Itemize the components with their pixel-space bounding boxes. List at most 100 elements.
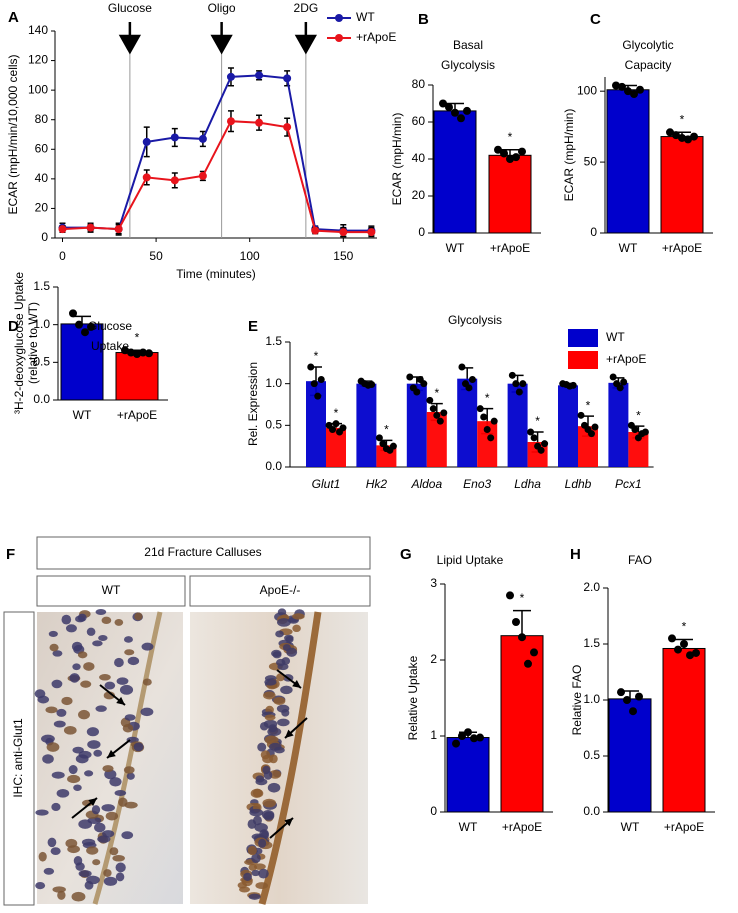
bar <box>326 427 346 467</box>
y-tick-label: 50 <box>584 154 598 168</box>
y-tick-label: 0.0 <box>583 804 600 818</box>
legend-swatch <box>568 329 598 347</box>
series-line <box>62 74 372 232</box>
y-tick-label: 20 <box>35 201 49 215</box>
data-point <box>674 645 682 654</box>
data-point <box>641 428 649 436</box>
cell <box>277 718 290 727</box>
cell <box>112 854 125 862</box>
data-point <box>440 409 448 417</box>
bar <box>306 381 326 467</box>
cell <box>72 746 84 754</box>
data-point <box>541 440 549 448</box>
series-point <box>226 117 235 126</box>
injection-arrow <box>210 22 233 55</box>
data-point <box>668 634 676 643</box>
series-point <box>58 225 67 234</box>
row-box <box>3 611 35 906</box>
y-tick-label: 100 <box>577 83 597 97</box>
data-point <box>332 420 340 428</box>
series-line <box>62 120 372 234</box>
data-point <box>436 417 444 425</box>
series-point <box>170 176 179 185</box>
cell <box>123 636 133 643</box>
cell <box>91 805 101 815</box>
injection-arrow <box>294 22 317 55</box>
cell <box>53 720 66 728</box>
chart-title: Basal <box>453 38 483 52</box>
legend-marker <box>335 34 343 42</box>
significance-mark: * <box>535 414 540 428</box>
data-point <box>451 108 459 117</box>
cell <box>115 872 125 882</box>
cell <box>251 869 261 877</box>
cell <box>269 754 278 764</box>
bar <box>606 89 650 234</box>
error-bar <box>513 609 531 636</box>
cell <box>73 856 83 866</box>
cell <box>52 886 66 893</box>
cell <box>119 684 134 695</box>
legend-label: WT <box>356 10 375 24</box>
data-point <box>307 363 315 371</box>
data-point <box>631 426 639 433</box>
data-point <box>680 640 688 648</box>
data-point <box>512 618 520 626</box>
bar <box>660 136 704 234</box>
series-point <box>142 173 151 182</box>
significance-mark: * <box>135 330 140 344</box>
series-point <box>283 123 292 132</box>
cell <box>87 740 101 749</box>
injection-label: 2DG <box>294 1 319 15</box>
cell <box>71 891 86 902</box>
cell <box>263 811 275 821</box>
bar <box>60 323 104 401</box>
significance-mark: * <box>434 386 439 400</box>
x-tick-label: Aldoa <box>410 477 442 491</box>
y-axis-label: (relative to WT) <box>26 302 40 384</box>
x-tick-label: +rApoE <box>662 241 702 255</box>
cell <box>257 742 267 752</box>
data-point <box>686 651 694 660</box>
series-point <box>198 171 207 180</box>
data-point <box>476 733 484 742</box>
cell <box>250 788 264 798</box>
legend-marker <box>335 14 343 22</box>
cell <box>94 822 106 833</box>
cell <box>72 663 81 671</box>
y-tick-label: 2 <box>430 652 437 666</box>
bar <box>507 383 528 467</box>
cell <box>80 680 92 688</box>
cell <box>273 696 286 705</box>
data-point <box>463 106 471 115</box>
data-point <box>623 696 631 704</box>
data-point <box>133 350 141 359</box>
data-point <box>616 384 624 392</box>
x-tick-label: +rApoE <box>117 408 157 422</box>
cell <box>259 721 269 731</box>
data-point <box>317 376 325 383</box>
cell <box>262 798 277 808</box>
cell <box>268 724 278 733</box>
cell <box>123 766 135 774</box>
data-point <box>470 734 478 743</box>
bar <box>662 647 706 813</box>
cell <box>61 696 73 706</box>
arrow-head <box>292 680 301 688</box>
y-tick-label: 0.0 <box>33 392 50 406</box>
x-tick-label: +rApoE <box>502 820 542 834</box>
bar <box>457 378 478 467</box>
x-tick-label: Ldhb <box>565 477 592 491</box>
arrow-head <box>284 818 293 827</box>
x-tick-label: Eno3 <box>463 477 491 491</box>
arrow-head <box>285 729 294 738</box>
cell <box>248 893 261 900</box>
y-tick-label: 0 <box>590 225 597 239</box>
cell <box>238 886 251 893</box>
cell <box>81 838 96 846</box>
panel-letter: C <box>590 11 601 28</box>
cell <box>86 627 96 636</box>
significance-mark: * <box>384 423 389 437</box>
y-tick-label: 80 <box>412 77 426 91</box>
